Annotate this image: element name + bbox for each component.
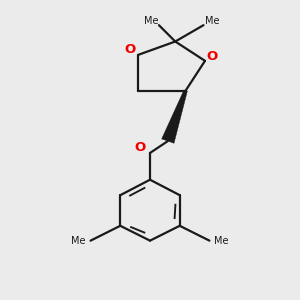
Text: Me: Me	[214, 236, 229, 246]
Text: Me: Me	[205, 16, 220, 26]
Polygon shape	[162, 90, 187, 143]
Text: O: O	[135, 141, 146, 154]
Text: O: O	[207, 50, 218, 63]
Text: O: O	[124, 43, 135, 56]
Text: Me: Me	[144, 16, 159, 26]
Text: Me: Me	[71, 236, 86, 246]
